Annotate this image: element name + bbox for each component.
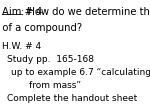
- Text: mass of a compound?: mass of a compound?: [0, 23, 82, 33]
- Text: Complete the handout sheet: Complete the handout sheet: [7, 94, 137, 103]
- Text: up to example 6.7 “calculating moles: up to example 6.7 “calculating moles: [11, 68, 150, 77]
- Text: : How do we determine the molar: : How do we determine the molar: [21, 7, 150, 17]
- Text: Study pp.  165-168: Study pp. 165-168: [7, 55, 94, 64]
- Text: H.W. # 4: H.W. # 4: [2, 42, 42, 51]
- Text: Aim # 4: Aim # 4: [2, 7, 43, 17]
- Text: from mass”: from mass”: [29, 81, 81, 90]
